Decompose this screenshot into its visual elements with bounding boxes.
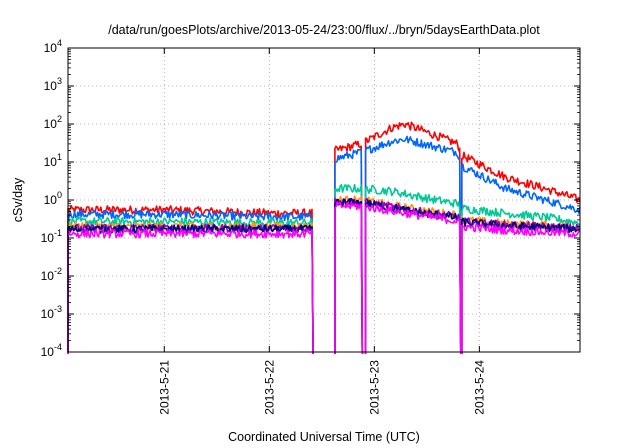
- y-tick-label: 100: [44, 190, 62, 207]
- y-tick-label: 101: [44, 152, 62, 169]
- series-line-1: [67, 121, 581, 355]
- y-tick-exponent: 4: [57, 38, 62, 48]
- x-tick-labels: 2013-5-21 2013-5-22 2013-5-23 2013-5-24: [157, 360, 486, 415]
- x-axis-label: Coordinated Universal Time (UTC): [228, 430, 420, 444]
- x-tick-label: 2013-5-23: [367, 360, 381, 415]
- grid-lines: [68, 48, 580, 352]
- series-line-7: [67, 200, 581, 355]
- plot-area: [67, 121, 581, 355]
- x-tick-label: 2013-5-24: [472, 360, 486, 415]
- y-tick-exponent: -1: [54, 228, 62, 238]
- chart-title: /data/run/goesPlots/archive/2013-05-24/2…: [108, 23, 540, 37]
- y-tick-exponent: 0: [57, 190, 62, 200]
- y-tick-label: 10-2: [41, 266, 62, 283]
- y-tick-exponent: 2: [57, 114, 62, 124]
- y-tick-label: 10-1: [41, 228, 62, 245]
- y-tick-base: 10: [44, 193, 58, 207]
- y-axis-label: cSv/day: [11, 177, 25, 222]
- y-tick-label: 10-4: [41, 342, 62, 359]
- series-line-4: [67, 195, 581, 355]
- y-tick-label: 104: [44, 38, 62, 55]
- y-tick-label: 102: [44, 114, 62, 131]
- y-tick-base: 10: [41, 231, 55, 245]
- series-line-2: [67, 135, 581, 355]
- y-tick-base: 10: [41, 307, 55, 321]
- y-tick-exponent: -3: [54, 304, 62, 314]
- y-tick-base: 10: [44, 117, 58, 131]
- y-tick-label: 103: [44, 76, 62, 93]
- y-tick-base: 10: [44, 41, 58, 55]
- x-tick-label: 2013-5-21: [157, 360, 171, 415]
- series-line-3: [67, 183, 581, 355]
- y-tick-base: 10: [41, 269, 55, 283]
- y-tick-exponent: -2: [54, 266, 62, 276]
- x-tick-label: 2013-5-22: [262, 360, 276, 415]
- y-tick-base: 10: [41, 345, 55, 359]
- y-tick-base: 10: [44, 155, 58, 169]
- tick-marks: [68, 47, 580, 353]
- y-tick-base: 10: [44, 79, 58, 93]
- y-tick-exponent: 3: [57, 76, 62, 86]
- y-tick-exponent: 1: [57, 152, 62, 162]
- y-tick-label: 10-3: [41, 304, 62, 321]
- y-tick-exponent: -4: [54, 342, 62, 352]
